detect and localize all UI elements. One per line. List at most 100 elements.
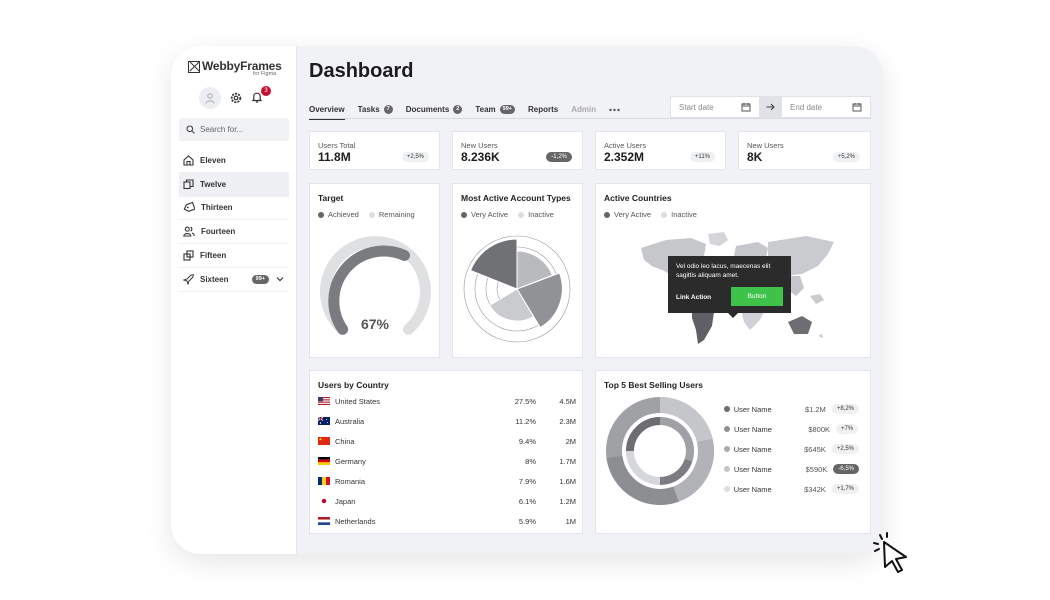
legend-swatch <box>724 466 730 472</box>
tab-label: Reports <box>528 105 559 114</box>
tab-badge: 2 <box>453 105 463 114</box>
sidebar-item-label: Fifteen <box>200 251 227 261</box>
sidebar-item-fifteen[interactable]: Fifteen <box>179 244 289 268</box>
country-percent: 7.9% <box>518 476 536 486</box>
tab-tasks[interactable]: Tasks 7 <box>358 99 393 120</box>
tab-team[interactable]: Team 99+ <box>475 99 516 120</box>
legend-item: Inactive <box>661 210 697 219</box>
netherlands-flag-icon <box>318 517 330 525</box>
card-title: Most Active Account Types <box>461 193 571 203</box>
sidebar-item-label: Thirteen <box>201 203 233 213</box>
target-card: Target Achieved Remaining 67% <box>309 183 440 358</box>
gauge-percent: 67% <box>361 316 390 332</box>
country-name: Germany <box>335 456 366 466</box>
search-icon <box>186 125 195 134</box>
table-row[interactable]: China 9.4% 2M <box>318 431 576 451</box>
stat-value: 2.352M <box>604 150 645 164</box>
table-row[interactable]: Australia 11.2% 2.3M <box>318 411 576 431</box>
legend-swatch <box>724 446 730 452</box>
stat-label: New Users <box>747 141 784 150</box>
country-percent: 27.5% <box>514 396 536 406</box>
table-row[interactable]: Japan 6.1% 1.2M <box>318 491 576 511</box>
list-item[interactable]: User Name $590K -6,5% <box>724 459 859 479</box>
polar-segment <box>489 288 535 322</box>
sidebar-item-eleven[interactable]: Eleven <box>179 149 289 173</box>
tooltip-link-action[interactable]: Link Action <box>676 294 712 301</box>
donut-inner-segment <box>659 417 694 462</box>
plane-icon <box>183 274 194 285</box>
tooltip-button[interactable]: Button <box>731 287 783 306</box>
seller-name: User Name <box>733 464 772 474</box>
list-item[interactable]: User Name $1.2M +8,2% <box>724 399 859 419</box>
gear-icon[interactable] <box>230 92 242 104</box>
polar-area-chart <box>463 235 571 343</box>
user-icon <box>205 92 215 104</box>
country-percent: 8% <box>525 456 536 466</box>
country-users: 2.3M <box>559 416 576 426</box>
legend-item: Inactive <box>518 210 554 219</box>
legend-label: Remaining <box>378 210 415 219</box>
donut-outer-segment <box>672 438 714 502</box>
country-users: 1.6M <box>559 476 576 486</box>
germany-flag-icon <box>318 457 330 465</box>
country-users: 1.7M <box>559 456 576 466</box>
sidebar-item-fourteen[interactable]: Fourteen <box>179 220 289 245</box>
donut-outer-segment <box>606 455 679 505</box>
sidebar-item-sixteen[interactable]: Sixteen 99+ <box>179 268 289 292</box>
donut-outer-segment <box>659 397 713 443</box>
sidebar-item-twelve[interactable]: Twelve <box>179 172 289 197</box>
country-name: Australia <box>335 416 365 426</box>
table-row[interactable]: Romania 7.9% 1.6M <box>318 471 576 491</box>
notifications-button[interactable]: 3 <box>251 86 271 105</box>
table-row[interactable]: Netherlands 5.9% 1M <box>318 511 576 531</box>
seller-change-badge: +1,7% <box>831 484 859 494</box>
sidebar-item-thirteen[interactable]: Thirteen <box>179 197 289 221</box>
tab-reports[interactable]: Reports <box>528 99 558 120</box>
card-title: Active Countries <box>604 193 672 203</box>
users-by-country-card: Users by Country United States 27.5% 4.5… <box>309 370 583 534</box>
seller-name: User Name <box>733 404 772 414</box>
chart-legend: Achieved Remaining <box>318 210 415 219</box>
list-item[interactable]: User Name $645K +2,5% <box>724 439 859 459</box>
country-name: United States <box>335 396 381 406</box>
stat-change-badge: +2,5% <box>401 152 429 162</box>
more-tabs-button[interactable] <box>609 102 620 118</box>
search-input[interactable] <box>200 125 280 134</box>
table-row[interactable]: Germany 8% 1.7M <box>318 451 576 471</box>
tab-overview[interactable]: Overview <box>309 99 345 120</box>
card-title: Top 5 Best Selling Users <box>604 380 704 390</box>
seller-change-badge: +8,2% <box>831 404 859 414</box>
table-row[interactable]: United States 27.5% 4.5M <box>318 391 576 411</box>
stat-card-users-total: Users Total 11.8M +2,5% <box>309 131 440 170</box>
legend-swatch <box>724 426 730 432</box>
end-date-placeholder: End date <box>790 102 823 112</box>
legend-swatch <box>604 211 610 218</box>
country-percent: 6.1% <box>518 496 536 506</box>
map-tooltip: Vel odio leo lacus, maecenas elit sagitt… <box>668 256 791 318</box>
legend-label: Very Active <box>614 210 652 219</box>
legend-swatch <box>724 406 730 412</box>
main-content: Dashboard Overview Tasks 7 Documents 2 Tea… <box>297 46 883 554</box>
list-item[interactable]: User Name $342K +1,7% <box>724 479 859 499</box>
users-icon <box>183 226 195 237</box>
gauge-remaining <box>320 236 431 335</box>
avatar[interactable] <box>199 87 221 109</box>
sidebar-nav: Eleven Twelve Thirteen Fourteen Fifteen … <box>179 149 289 292</box>
list-item[interactable]: User Name $800K +7% <box>724 419 859 439</box>
calendar-icon <box>852 103 862 112</box>
start-date-field[interactable]: Start date <box>671 97 759 117</box>
tab-label: Team <box>475 105 496 114</box>
logo[interactable]: WebbyFrames <box>188 60 282 73</box>
logo-text: WebbyFrames <box>202 59 282 73</box>
map-region-greenland <box>708 232 728 246</box>
tab-documents[interactable]: Documents 2 <box>406 99 463 120</box>
seller-name: User Name <box>733 484 772 494</box>
chevron-down-icon[interactable] <box>276 275 284 283</box>
start-date-placeholder: Start date <box>679 102 714 112</box>
dashboard-frame: WebbyFrames for Figma 3 Eleven Tw <box>171 46 883 554</box>
stat-label: New Users <box>461 141 498 150</box>
date-range-picker: Start date End date <box>670 96 871 118</box>
polar-segment <box>469 238 518 290</box>
end-date-field[interactable]: End date <box>782 97 870 117</box>
seller-value: $1.2M <box>804 404 826 414</box>
